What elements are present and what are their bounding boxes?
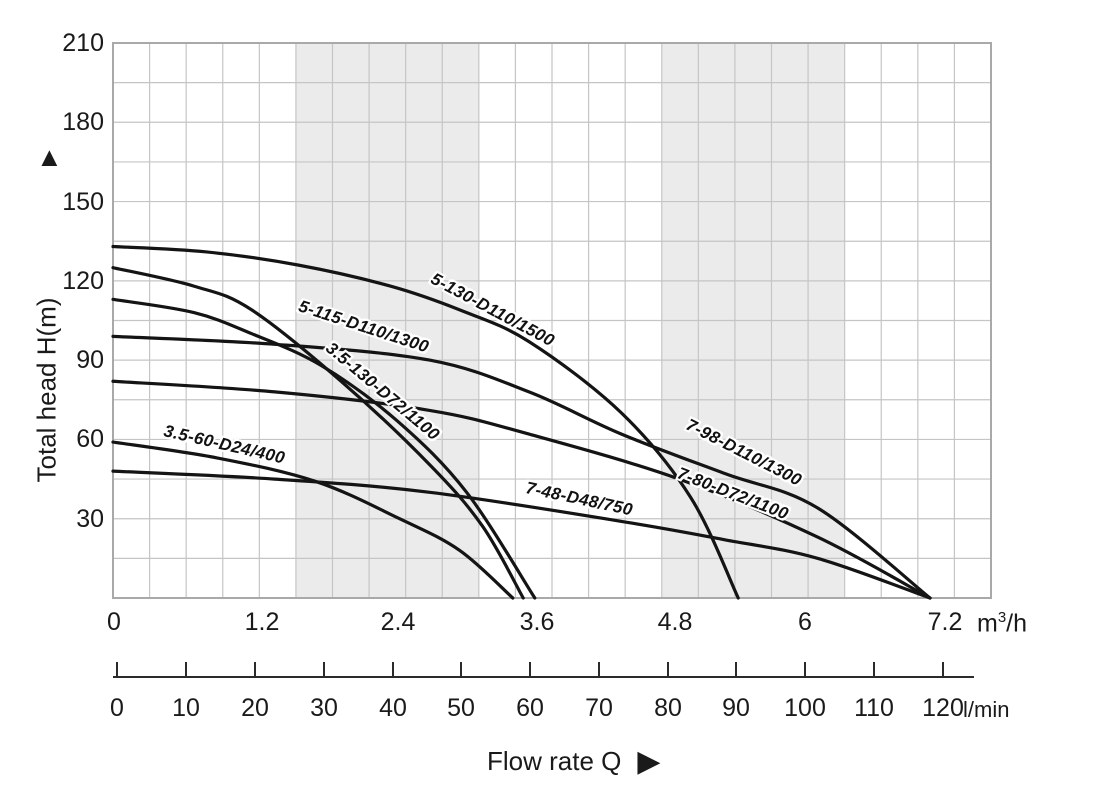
x-tick-label-1.2: 1.2 — [244, 608, 280, 636]
lmin-tick-label-60: 60 — [516, 694, 544, 722]
y-tick-label-30: 30 — [76, 504, 104, 533]
lmin-tick-label-50: 50 — [447, 694, 475, 722]
x-tick-label-3.6: 3.6 — [519, 608, 555, 636]
x-tick-label-7.2: 7.2 — [927, 608, 963, 636]
y-tick-label-90: 90 — [76, 346, 104, 375]
pump-curve-5-115-D110/1300 — [111, 266, 525, 600]
pump-curve-7-80-D72/1100 — [111, 379, 932, 600]
lmin-tick-label-80: 80 — [654, 694, 682, 722]
lmin-tick-label-30: 30 — [310, 694, 338, 722]
x-tick-label-0: 0 — [107, 608, 121, 636]
lmin-tick-label-70: 70 — [585, 694, 613, 722]
grid-lines — [112, 42, 992, 599]
pump-curve-7-48-D48/750 — [111, 469, 932, 600]
x-tick-label-2.4: 2.4 — [380, 608, 416, 636]
y-tick-label-120: 120 — [62, 266, 104, 295]
x-tick-label-4.8: 4.8 — [657, 608, 693, 636]
y-axis-title: Total head H(m) — [31, 297, 62, 483]
y-axis-up-arrow-icon: ▲ — [36, 142, 63, 172]
lmin-tick-label-20: 20 — [241, 694, 269, 722]
x-axis-title-text: Flow rate Q — [487, 746, 622, 776]
x-axis-unit-m3h: m3/h — [977, 609, 1028, 638]
pump-curve-3.5-60-D24/400 — [111, 440, 515, 600]
lmin-tick-label-120: 120 — [922, 694, 964, 722]
lmin-ruler — [113, 662, 974, 678]
pump-curves — [111, 244, 932, 600]
y-tick-label-180: 180 — [62, 108, 104, 137]
lmin-tick-label-10: 10 — [172, 694, 200, 722]
lmin-tick-label-110: 110 — [854, 694, 894, 722]
y-tick-label-210: 210 — [62, 28, 104, 57]
x-tick-label-6: 6 — [798, 608, 812, 636]
x-axis-title: Flow rate Q ▶ — [487, 746, 660, 777]
lmin-tick-label-90: 90 — [722, 694, 750, 722]
y-tick-label-150: 150 — [62, 187, 104, 216]
lmin-tick-label-40: 40 — [379, 694, 407, 722]
y-tick-label-60: 60 — [76, 425, 104, 454]
lmin-tick-label-100: 100 — [784, 694, 826, 722]
pump-curve-3.5-130-D72/1100 — [111, 297, 537, 600]
lmin-tick-label-0: 0 — [110, 694, 124, 722]
pump-curve-7-98-D110/1300 — [111, 334, 932, 600]
x-axis-right-arrow-icon: ▶ — [637, 744, 661, 778]
x-axis-unit-lmin: l/min — [963, 697, 1010, 722]
